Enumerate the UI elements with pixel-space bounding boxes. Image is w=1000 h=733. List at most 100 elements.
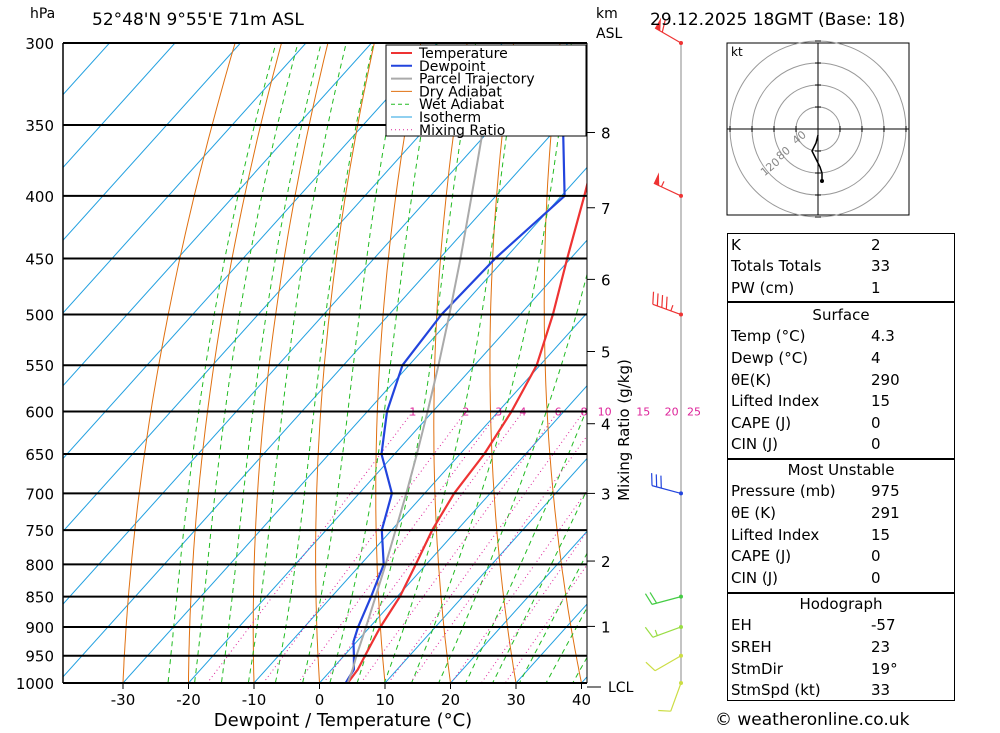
- legend-box: [385, 44, 587, 137]
- pressure-tick-label: 550: [25, 357, 54, 375]
- index-row: StmSpd (kt) 33: [727, 679, 955, 701]
- temp-tick-label: 10: [375, 691, 394, 709]
- wet-adiabat-line: [302, 43, 404, 683]
- wind-barb-flag: [652, 291, 655, 305]
- temperature-line: [346, 180, 587, 683]
- wind-barb: [658, 681, 683, 712]
- wet-adiabat-line: [220, 43, 322, 683]
- legend-entry: Temperature: [418, 46, 508, 62]
- hodograph-trace: [811, 134, 823, 181]
- km-tick-label: 1: [601, 618, 611, 636]
- mixing-ratio-line: [450, 489, 587, 683]
- index-value: -57: [871, 616, 896, 635]
- index-label: CIN (J): [731, 435, 779, 454]
- index-value: 0: [871, 547, 881, 566]
- hodograph-end-dot: [820, 179, 824, 183]
- wind-barb-flag: [644, 593, 653, 605]
- km-tick-label: 2: [601, 553, 611, 571]
- index-value: 0: [871, 413, 881, 432]
- legend-entry: Dry Adiabat: [419, 84, 502, 100]
- hodograph-indices-box: [727, 593, 955, 701]
- index-value: 33: [871, 681, 891, 700]
- wind-barb-dot: [679, 491, 683, 496]
- wind-barb: [645, 653, 683, 672]
- index-value: 2: [871, 235, 881, 254]
- mixing-ratio-line: [322, 411, 524, 683]
- index-label: SREH: [731, 637, 772, 656]
- index-value: 19°: [871, 659, 898, 678]
- hpa-unit-label: hPa: [30, 6, 56, 22]
- credit-link[interactable]: © weatheronline.co.uk: [715, 710, 910, 730]
- surface-table: Surface Temp (°C) 4.3 Dewp (°C) 4 θE(K) 290…: [727, 304, 955, 455]
- wet-adiabat-line: [247, 43, 347, 683]
- wet-adiabat-line: [545, 606, 587, 683]
- index-value: 33: [871, 257, 891, 276]
- pressure-tick-label: 350: [25, 117, 54, 135]
- wind-barb-flag: [644, 626, 654, 638]
- mixing-ratio-line: [262, 411, 467, 683]
- wind-barb-staff: [651, 596, 682, 605]
- wind-barb-dot: [679, 193, 683, 198]
- index-row: Temp (°C) 4.3: [727, 326, 955, 348]
- datetime-title: 29.12.2025 18GMT (Base: 18): [650, 10, 906, 30]
- index-row: CIN (J) 0: [727, 434, 955, 456]
- wind-barb-dot: [679, 624, 683, 629]
- wind-barb-flag: [656, 293, 659, 306]
- index-row: Lifted Index 15: [727, 524, 955, 546]
- index-value: 15: [871, 525, 891, 544]
- wind-barb: [654, 17, 683, 45]
- index-row: CIN (J) 0: [727, 567, 955, 589]
- wind-barb-half-flag: [654, 629, 658, 636]
- pressure-tick-label: 950: [25, 648, 54, 666]
- wind-barb-flag: [665, 296, 668, 310]
- pressure-tick-label: 850: [25, 589, 54, 607]
- index-row: PW (cm) 1: [727, 277, 955, 299]
- isotherm-line: [63, 43, 373, 387]
- most-unstable-title: Most Unstable: [787, 460, 895, 479]
- legend-entry: Isotherm: [419, 110, 481, 126]
- dry-adiabat-line: [315, 43, 375, 683]
- wind-barb-dot: [679, 681, 683, 685]
- index-label: K: [731, 235, 741, 254]
- wind-barb: [644, 592, 683, 605]
- km-unit-label: km: [596, 6, 618, 22]
- isotherm-line: [63, 43, 111, 96]
- pressure-tick-label: 900: [25, 619, 54, 637]
- isotherm-line: [63, 93, 587, 678]
- pressure-tick-label: 300: [25, 35, 54, 53]
- indices-top-box: [727, 233, 955, 302]
- index-row: Dewp (°C) 4: [727, 347, 955, 369]
- hodograph-unit-label: kt: [731, 45, 743, 59]
- mixing-ratio-line: [360, 411, 559, 683]
- lcl-label: LCL: [608, 680, 634, 696]
- wind-barb-flag: [658, 709, 671, 712]
- hodograph-indices-table: Hodograph EH -57 SREH 23 StmDir 19° StmSpd …: [727, 593, 955, 701]
- index-label: PW (cm): [731, 278, 795, 297]
- index-value: 0: [871, 435, 881, 454]
- isotherm-line: [63, 43, 176, 169]
- pressure-tick-label: 1000: [16, 675, 54, 693]
- legend-entry: Parcel Trajectory: [419, 72, 535, 88]
- index-label: Temp (°C): [731, 327, 806, 346]
- index-value: 23: [871, 637, 891, 656]
- wind-barb: [644, 624, 683, 638]
- isotherm-line: [63, 43, 307, 314]
- dry-adiabat-line: [122, 43, 236, 683]
- index-row: Lifted Index 15: [727, 390, 955, 412]
- index-label: Dewp (°C): [731, 348, 809, 367]
- mixing-ratio-line: [297, 411, 500, 683]
- index-value: 975: [871, 482, 900, 501]
- pressure-tick-label: 450: [25, 251, 54, 269]
- wind-barb-half-flag: [660, 181, 665, 188]
- pressure-tick-label: 500: [25, 307, 54, 325]
- km-tick-label: 7: [601, 200, 611, 218]
- wind-barb-staff: [652, 303, 682, 316]
- mixing-ratio-label: 20: [665, 405, 679, 418]
- parcel-trajectory-line: [346, 60, 501, 683]
- dry-adiabat-line: [252, 43, 329, 683]
- index-label: Lifted Index: [731, 392, 820, 411]
